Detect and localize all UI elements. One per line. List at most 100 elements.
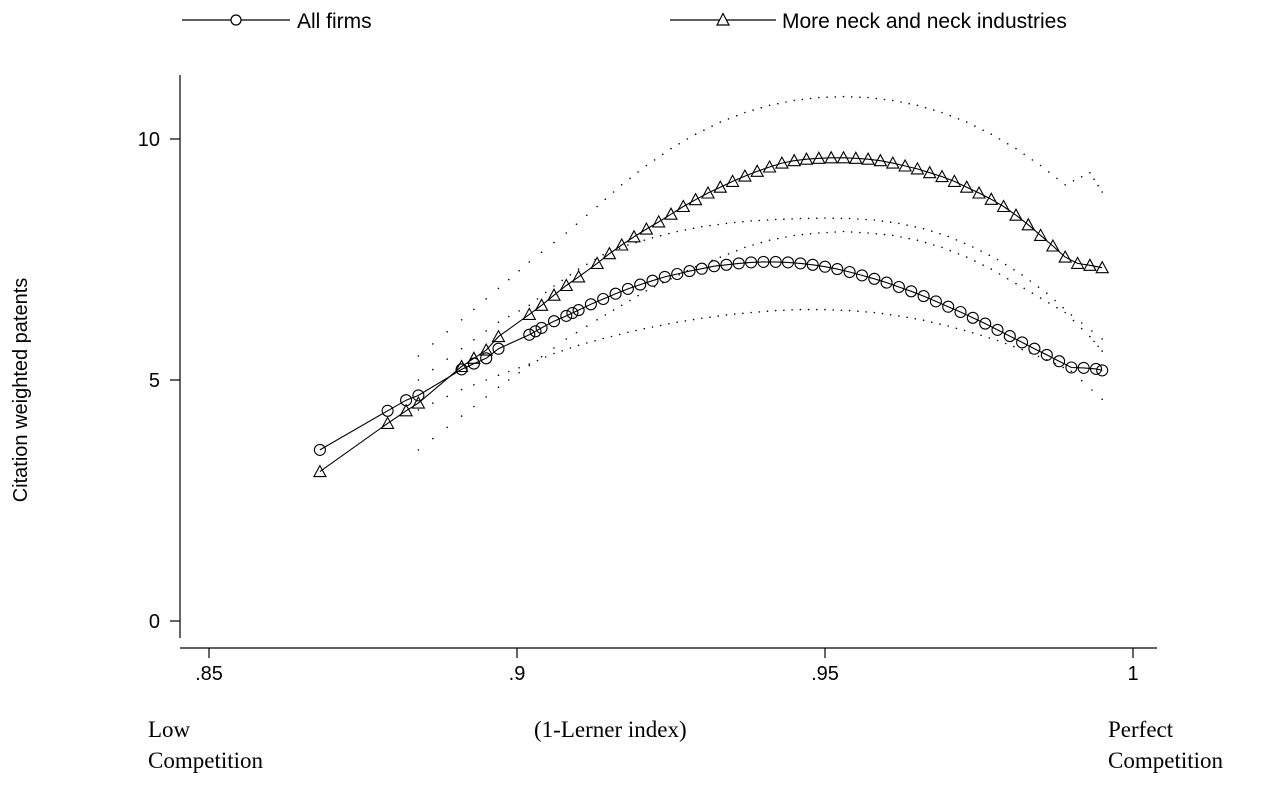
ci-dot <box>1064 311 1066 314</box>
data-point-neck-and-neck <box>873 153 888 167</box>
ci-dot <box>980 334 982 337</box>
ci-dot <box>432 368 434 371</box>
ci-dot <box>881 220 884 222</box>
ci-dot <box>908 102 910 105</box>
ci-dot <box>924 106 927 109</box>
ci-dot <box>988 254 991 257</box>
ci-dot <box>485 330 488 332</box>
ci-dot <box>947 235 949 238</box>
ci-dot <box>865 218 867 221</box>
ci-dot <box>914 318 917 320</box>
data-point-neck-and-neck <box>312 464 327 478</box>
ci-dot <box>711 125 713 127</box>
data-point-all-firms <box>1003 330 1016 343</box>
ci-dot <box>610 335 613 338</box>
data-point-neck-and-neck <box>1095 260 1110 274</box>
ci-dot <box>867 232 869 234</box>
ci-dot <box>783 218 785 220</box>
ci-dot <box>620 184 623 186</box>
ci-dot <box>1013 345 1015 348</box>
ci-dot <box>1080 176 1083 178</box>
ci-dot <box>1064 184 1066 186</box>
ci-dot <box>446 358 449 360</box>
ci-dot <box>1056 177 1058 180</box>
ci-dot <box>1039 297 1042 299</box>
data-point-all-firms <box>634 278 647 291</box>
ci-dot <box>931 230 933 232</box>
ci-dot <box>824 217 826 219</box>
ci-dot <box>793 99 795 102</box>
ci-dot <box>417 409 420 411</box>
ci-dot <box>900 236 902 238</box>
data-point-all-firms <box>412 389 425 402</box>
data-point-neck-and-neck <box>639 221 654 235</box>
ci-dot <box>883 98 886 101</box>
series-markers <box>312 150 1110 478</box>
data-point-neck-and-neck <box>910 161 925 175</box>
ci-dot <box>906 224 908 226</box>
data-point-all-firms <box>313 443 326 456</box>
ci-dot <box>939 233 941 235</box>
data-point-all-firms <box>671 267 684 281</box>
data-point-all-firms <box>843 265 856 279</box>
ci-dot <box>432 402 434 404</box>
ci-dot <box>924 241 927 244</box>
ci-dot <box>955 327 958 330</box>
ci-dot <box>1072 319 1075 322</box>
ci-dot <box>774 218 777 221</box>
ci-dot <box>473 405 475 408</box>
ci-dot <box>1021 348 1023 351</box>
ci-dot <box>842 95 845 98</box>
data-point-neck-and-neck <box>935 169 949 183</box>
ci-dot <box>816 308 818 311</box>
ci-dot <box>676 321 678 324</box>
data-point-all-firms <box>917 290 930 303</box>
low-competition-note: Low Competition <box>148 714 263 776</box>
data-point-neck-and-neck <box>799 152 814 165</box>
ci-dot <box>643 327 646 330</box>
data-point-all-firms <box>757 255 770 268</box>
ci-dot <box>668 323 670 325</box>
data-point-neck-and-neck <box>762 159 777 173</box>
data-point-neck-and-neck <box>947 174 962 187</box>
ci-dot <box>859 231 861 234</box>
ci-dot <box>662 153 664 156</box>
data-point-neck-and-neck <box>614 237 629 251</box>
ci-dot <box>818 232 820 234</box>
ci-dot <box>637 294 639 297</box>
ci-dot <box>768 104 771 107</box>
ci-dot <box>867 96 869 99</box>
ci-dot <box>540 251 543 254</box>
x-tick-label: .85 <box>195 663 223 685</box>
ci-dot <box>575 223 578 225</box>
ci-dot <box>842 230 845 233</box>
ci-dot <box>758 311 761 313</box>
ci-dot <box>760 106 763 109</box>
ci-dot <box>717 315 719 317</box>
ci-dot <box>980 250 982 252</box>
ci-dot <box>750 311 752 314</box>
ci-dot <box>916 239 919 241</box>
data-point-all-firms <box>745 256 758 269</box>
ci-dot <box>834 96 837 98</box>
ci-dot <box>553 347 555 349</box>
data-point-neck-and-neck <box>848 151 863 164</box>
data-point-all-firms <box>621 282 634 295</box>
data-point-neck-and-neck <box>984 192 999 205</box>
ci-dot <box>941 246 943 249</box>
data-point-all-firms <box>855 269 869 282</box>
ci-dot <box>544 291 547 294</box>
ci-dot <box>1101 350 1103 352</box>
ci-dot <box>774 309 777 312</box>
ci-dot <box>889 221 892 223</box>
ci-dot <box>703 129 705 131</box>
ci-dot <box>1004 263 1007 266</box>
ci-dot <box>460 388 463 391</box>
ci-dot <box>1080 327 1083 330</box>
ci-dot <box>875 233 878 235</box>
ci-dot <box>1070 370 1073 373</box>
ci-dot <box>941 111 943 114</box>
ci-dot <box>629 177 631 180</box>
ci-dot <box>1023 153 1025 156</box>
data-point-all-firms <box>954 305 967 319</box>
